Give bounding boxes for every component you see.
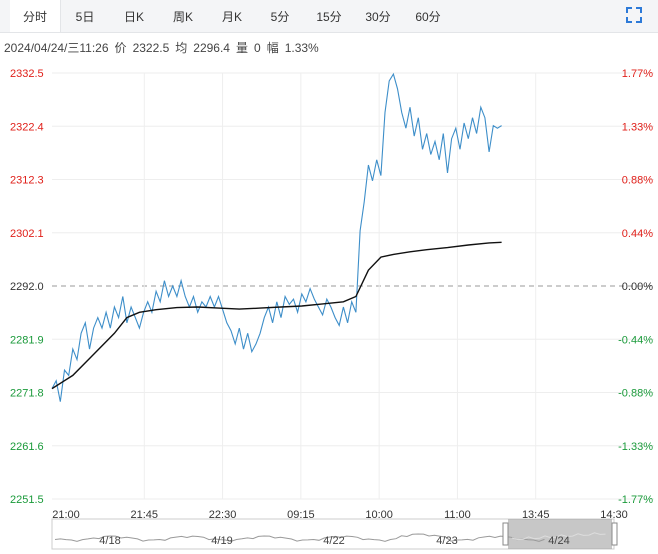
tab-15min[interactable]: 15分 xyxy=(316,10,342,24)
navigator-date-label: 4/19 xyxy=(211,535,232,547)
pct-tick-label: -1.33% xyxy=(618,441,653,453)
x-tick-label: 13:45 xyxy=(522,509,550,521)
quote-info-bar: 2024/04/24/三11:26 价 2322.5 均 2296.4 量 0 幅 1.33% xyxy=(4,39,325,56)
volume-label: 量 xyxy=(235,41,248,55)
tab-5min[interactable]: 5分 xyxy=(270,10,290,24)
x-tick-label: 21:45 xyxy=(131,509,159,521)
navigator-selection[interactable] xyxy=(508,519,612,549)
intraday-chart[interactable]: 2332.5 1.77% 2322.4 1.33% 2312.3 0.88% 2302.1 0… xyxy=(0,56,658,522)
x-tick-label: 11:00 xyxy=(444,509,471,521)
tab-month-k[interactable]: 月K xyxy=(221,10,242,24)
pct-tick-label: 0.88% xyxy=(622,175,653,187)
y-tick-label: 2281.9 xyxy=(10,334,44,346)
navigator-date-label: 4/18 xyxy=(99,535,120,547)
x-tick-label: 14:30 xyxy=(600,509,628,521)
change-value: 1.33% xyxy=(284,41,319,55)
price-line xyxy=(51,72,502,402)
pct-tick-label: 0.44% xyxy=(622,228,653,240)
tab-week-k[interactable]: 周K xyxy=(172,10,193,24)
tab-minute[interactable]: 分时 xyxy=(10,0,61,32)
change-label: 幅 xyxy=(266,41,279,55)
tab-day-k[interactable]: 日K xyxy=(123,10,144,24)
avg-value: 2296.4 xyxy=(193,41,230,55)
range-navigator[interactable]: 4/18 4/19 4/22 4/23 4/24 xyxy=(0,517,658,554)
volume-value: 0 xyxy=(254,41,261,55)
tab-60min[interactable]: 60分 xyxy=(415,10,441,24)
navigator-date-label: 4/24 xyxy=(548,535,569,547)
pct-tick-label: 0.00% xyxy=(622,281,653,293)
pct-tick-label: -1.77% xyxy=(618,494,653,506)
pct-tick-label: 1.77% xyxy=(622,68,653,80)
navigator-selection-line xyxy=(511,532,606,541)
pct-tick-label: -0.44% xyxy=(618,334,653,346)
pct-tick-label: 1.33% xyxy=(622,121,653,133)
x-tick-label: 10:00 xyxy=(365,509,393,521)
x-tick-label: 21:00 xyxy=(52,509,80,521)
y-tick-label: 2322.4 xyxy=(10,121,44,133)
y-tick-label: 2271.8 xyxy=(10,388,44,400)
navigator-left-handle[interactable] xyxy=(502,522,509,546)
price-label: 价 xyxy=(114,41,127,55)
y-tick-label: 2312.3 xyxy=(10,175,44,187)
period-tab-bar: 分时 5日 日K 周K 月K 5分 15分 30分 60分 xyxy=(0,0,658,33)
navigator-date-label: 4/22 xyxy=(323,535,344,547)
price-value: 2322.5 xyxy=(132,41,170,55)
pct-tick-label: -0.88% xyxy=(618,388,653,400)
avg-label: 均 xyxy=(175,41,188,55)
navigator-history-line xyxy=(54,533,545,542)
x-tick-label: 22:30 xyxy=(209,509,237,521)
quote-datetime: 2024/04/24/三11:26 xyxy=(4,41,109,55)
y-tick-label: 2292.0 xyxy=(10,281,44,293)
average-line xyxy=(51,241,502,390)
tab-30min[interactable]: 30分 xyxy=(365,10,391,24)
x-tick-label: 09:15 xyxy=(287,509,315,521)
navigator-date-label: 4/23 xyxy=(436,535,457,547)
y-tick-label: 2251.5 xyxy=(10,494,44,506)
y-tick-label: 2302.1 xyxy=(10,228,44,240)
y-tick-label: 2332.5 xyxy=(10,68,44,80)
y-tick-label: 2261.6 xyxy=(10,441,44,453)
navigator-right-handle[interactable] xyxy=(611,522,618,546)
tab-5day[interactable]: 5日 xyxy=(75,10,95,24)
fullscreen-icon[interactable] xyxy=(626,7,642,23)
